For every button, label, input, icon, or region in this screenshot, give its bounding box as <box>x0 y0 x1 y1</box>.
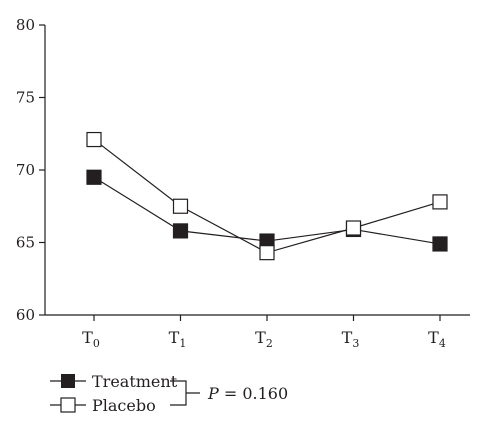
y-tick-label-1: 65 <box>16 234 35 252</box>
marker-treatment-1 <box>172 223 189 239</box>
legend: Treatment Placebo P = 0.160 <box>50 372 288 415</box>
x-tick-label-3: T3 <box>342 328 360 350</box>
marker-placebo-2 <box>259 245 275 261</box>
legend-label-treatment: Treatment <box>92 372 178 391</box>
series-markers <box>86 131 448 261</box>
y-tick-label-4: 80 <box>16 16 35 34</box>
legend-marker-placebo <box>60 397 76 413</box>
marker-treatment-0 <box>86 169 102 185</box>
marker-placebo-4 <box>432 194 448 210</box>
legend-item-treatment: Treatment <box>50 372 178 391</box>
x-tick-label-2: T2 <box>255 328 273 350</box>
marker-placebo-1 <box>172 198 189 214</box>
y-tick-label-0: 60 <box>16 306 35 324</box>
x-tick-label-4: T4 <box>428 328 446 350</box>
marker-treatment-4 <box>432 236 448 252</box>
p-value-annotation: P = 0.160 <box>207 384 288 403</box>
legend-label-placebo: Placebo <box>92 396 156 415</box>
x-tick-label-1: T1 <box>169 328 187 350</box>
legend-marker-treatment <box>61 374 75 388</box>
marker-placebo-3 <box>345 220 362 236</box>
y-tick-label-2: 70 <box>16 161 35 179</box>
legend-item-placebo: Placebo <box>50 396 156 415</box>
marker-placebo-0 <box>86 131 102 148</box>
axes: 60 65 70 75 80 T0 T1 T2 T3 T4 <box>16 16 470 350</box>
y-tick-label-3: 75 <box>16 89 35 107</box>
legend-bracket <box>170 380 200 406</box>
x-tick-label-0: T0 <box>82 328 100 350</box>
